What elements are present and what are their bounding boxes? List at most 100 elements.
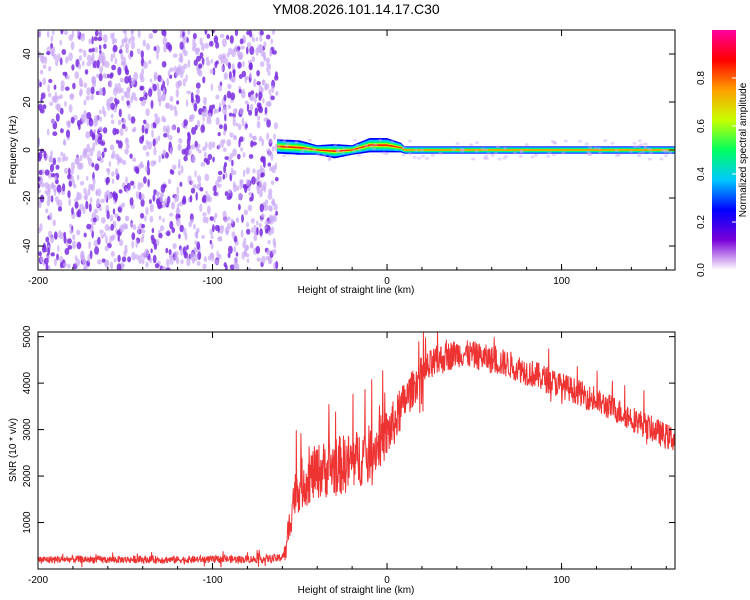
noise-speck	[133, 184, 136, 189]
band-haze-speck	[341, 147, 346, 151]
noise-speck	[271, 249, 277, 255]
noise-speck	[151, 129, 154, 138]
band-haze-speck	[316, 153, 321, 157]
noise-speck	[134, 166, 139, 173]
noise-speck	[190, 187, 196, 194]
noise-speck	[201, 196, 206, 203]
noise-speck	[246, 103, 250, 112]
noise-speck	[202, 146, 207, 152]
noise-speck	[227, 252, 231, 259]
noise-speck	[130, 80, 134, 87]
noise-speck	[43, 150, 47, 159]
noise-speck	[144, 215, 147, 222]
noise-speck	[105, 235, 108, 245]
noise-speck	[194, 170, 197, 178]
noise-speck	[217, 132, 221, 137]
noise-speck	[142, 145, 148, 151]
noise-speck	[214, 212, 218, 218]
noise-speck	[57, 53, 61, 62]
noise-speck	[252, 168, 256, 174]
noise-speck	[176, 203, 180, 213]
noise-speck	[47, 84, 50, 93]
noise-speck	[104, 191, 108, 201]
snr-x-tick-label: 0	[384, 575, 390, 586]
band-haze-speck	[598, 151, 603, 155]
noise-speck	[263, 160, 266, 168]
band-haze-speck	[629, 150, 634, 153]
noise-speck	[210, 234, 214, 240]
noise-speck	[109, 144, 115, 151]
noise-speck	[38, 176, 41, 182]
noise-speck	[196, 120, 201, 128]
noise-speck	[50, 252, 55, 257]
noise-speck	[113, 258, 117, 263]
noise-speck	[98, 89, 104, 96]
noise-speck	[238, 192, 243, 201]
noise-speck	[181, 122, 185, 127]
noise-speck	[101, 55, 105, 65]
noise-speck	[48, 156, 54, 163]
band-haze-speck	[381, 151, 386, 155]
noise-speck	[91, 162, 95, 168]
noise-speck	[80, 251, 84, 260]
noise-speck	[240, 147, 244, 152]
noise-speck	[194, 48, 200, 56]
noise-speck	[90, 94, 95, 101]
colorbar-gradient	[712, 30, 736, 270]
noise-speck	[97, 188, 102, 197]
noise-speck	[169, 255, 174, 265]
noise-speck	[62, 183, 66, 192]
noise-speck	[52, 219, 56, 227]
noise-speck	[217, 170, 223, 176]
noise-speck	[68, 104, 73, 113]
noise-speck	[227, 83, 232, 90]
noise-speck	[99, 116, 103, 122]
noise-speck	[60, 85, 65, 92]
noise-speck	[194, 140, 198, 148]
noise-speck	[269, 138, 273, 144]
noise-speck	[239, 38, 244, 45]
noise-speck	[112, 52, 116, 59]
band-haze-speck	[483, 154, 488, 158]
noise-speck	[130, 116, 136, 124]
noise-speck	[172, 243, 177, 250]
noise-speck	[260, 172, 265, 178]
noise-speck	[94, 30, 99, 37]
noise-speck	[114, 194, 118, 203]
noise-speck	[93, 36, 98, 42]
noise-speck	[50, 35, 54, 43]
noise-speck	[84, 192, 88, 202]
noise-speck	[59, 39, 62, 46]
noise-speck	[223, 130, 227, 136]
noise-speck	[56, 103, 61, 112]
noise-speck	[174, 195, 177, 204]
snr-y-tick-label: 4000	[22, 372, 33, 395]
noise-speck	[249, 62, 253, 70]
noise-speck	[45, 236, 50, 243]
noise-speck	[180, 54, 184, 64]
noise-speck	[268, 88, 272, 95]
noise-speck	[251, 56, 256, 62]
noise-speck	[229, 132, 234, 138]
noise-speck	[152, 30, 158, 34]
noise-speck	[101, 151, 105, 159]
noise-speck	[67, 245, 73, 250]
noise-speck	[249, 196, 253, 202]
noise-speck	[139, 161, 144, 168]
noise-speck	[238, 74, 243, 79]
band-haze-speck	[530, 155, 535, 159]
noise-speck	[185, 74, 188, 82]
noise-speck	[52, 131, 58, 137]
noise-speck	[130, 222, 134, 228]
band-haze-speck	[632, 141, 637, 145]
noise-speck	[105, 168, 111, 172]
noise-speck	[100, 198, 105, 204]
noise-speck	[150, 248, 153, 254]
noise-speck	[182, 246, 187, 256]
noise-speck	[174, 255, 179, 261]
noise-speck	[82, 206, 86, 215]
noise-speck	[177, 214, 181, 219]
noise-speck	[50, 119, 55, 125]
noise-speck	[219, 33, 225, 38]
noise-speck	[160, 97, 166, 102]
